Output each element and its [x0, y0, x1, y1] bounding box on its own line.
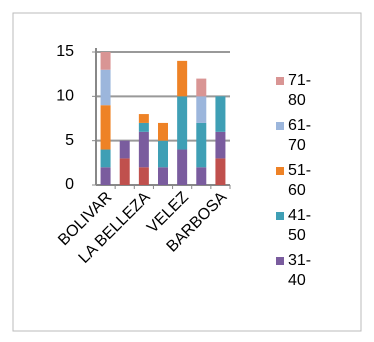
legend-swatch — [276, 257, 284, 265]
y-tick-label: 5 — [65, 132, 74, 149]
bar-segment — [100, 105, 111, 150]
bar-segment — [119, 140, 130, 159]
bar-segment — [196, 122, 207, 168]
bar-segment — [138, 114, 149, 123]
bar-segment — [196, 78, 207, 97]
bar-segment — [158, 167, 168, 185]
bar-segment — [100, 69, 111, 106]
bar-segment — [158, 140, 168, 168]
y-tick-label: 0 — [65, 176, 74, 193]
bar-segment — [215, 96, 226, 132]
bar-segment — [215, 131, 226, 159]
bar-segment — [119, 158, 130, 185]
legend-label: 71-80 — [288, 72, 312, 109]
bar-segment — [177, 96, 188, 150]
legend-label: 61-70 — [288, 117, 312, 154]
bar-segment — [100, 149, 111, 168]
bar-segment — [177, 60, 188, 97]
bar-segment — [158, 122, 168, 141]
y-tick-label: 15 — [56, 43, 74, 60]
legend-label: 51-60 — [288, 162, 312, 199]
bar-segment — [138, 131, 149, 168]
legend-swatch — [276, 122, 284, 130]
chart-frame — [12, 12, 362, 332]
bar-segment — [177, 149, 188, 185]
bar-segment — [100, 167, 111, 185]
bar-segment — [100, 52, 111, 70]
bar-segment — [196, 167, 207, 185]
legend-swatch — [276, 77, 284, 85]
bar-segment — [215, 158, 226, 185]
bar-segment — [138, 167, 149, 185]
bar-segment — [196, 96, 207, 123]
legend-swatch — [276, 212, 284, 220]
legend-label: 41-50 — [288, 207, 312, 244]
bar-segment — [138, 122, 149, 132]
legend-swatch — [276, 167, 284, 175]
y-tick-label: 10 — [56, 88, 74, 105]
legend-label: 31-40 — [288, 252, 312, 289]
